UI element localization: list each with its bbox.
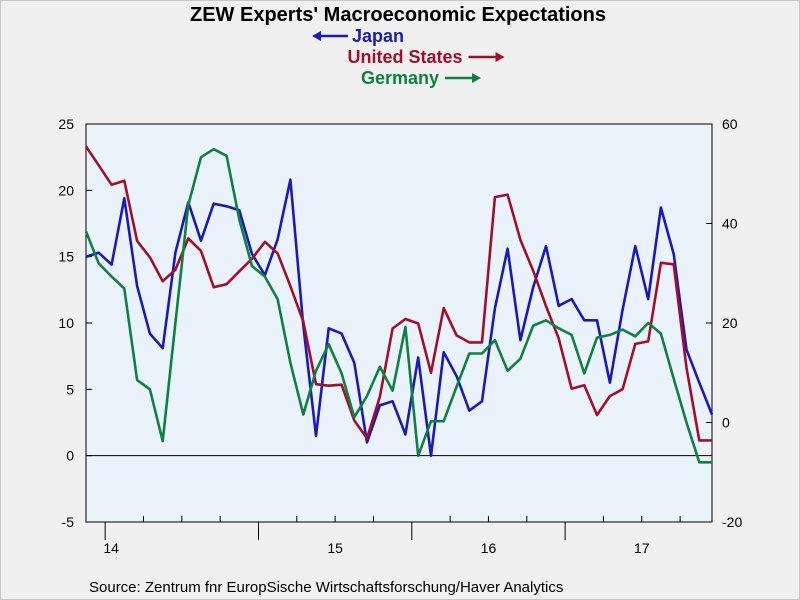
chart-title: ZEW Experts' Macroeconomic Expectations: [190, 4, 606, 26]
legend-arrowhead: [311, 31, 321, 41]
right-tick-label: 40: [722, 216, 738, 232]
left-tick-label: 5: [66, 381, 74, 397]
left-tick-label: 15: [58, 249, 74, 265]
legend-item-japan: Japan: [311, 26, 404, 46]
legend-label: United States: [347, 47, 462, 67]
left-tick-label: -5: [62, 514, 75, 530]
left-axis: 25 20 15 10 5 0 -5: [58, 116, 92, 530]
legend-arrowhead: [495, 52, 505, 62]
legend-label: Germany: [361, 68, 439, 88]
left-tick-label: 0: [66, 448, 74, 464]
right-axis: 60 40 20 0 -20: [706, 116, 742, 530]
legend-label: Japan: [352, 26, 404, 46]
series-line-japan: [85, 178, 714, 458]
right-tick-label: 60: [722, 116, 738, 132]
x-tick-label: 16: [481, 540, 497, 556]
x-tick-label: 15: [327, 540, 343, 556]
x-tick-label: 17: [634, 540, 650, 556]
left-tick-label: 10: [58, 315, 74, 331]
series-lines: [84, 145, 714, 464]
right-tick-label: 20: [722, 315, 738, 331]
x-axis: 14 15 16 17: [103, 516, 681, 556]
series-line-united-states: [84, 145, 712, 442]
series-line-germany: [84, 147, 712, 464]
left-tick-label: 25: [58, 116, 74, 132]
legend-item-united-states: United States: [347, 47, 505, 67]
legend-arrowhead: [472, 73, 482, 83]
legend-item-germany: Germany: [361, 68, 482, 88]
x-tick-label: 14: [103, 540, 119, 556]
right-tick-label: -20: [722, 514, 742, 530]
left-tick-label: 20: [58, 182, 74, 198]
right-tick-label: 0: [722, 415, 730, 431]
source-note: Source: Zentrum fnr EuropSische Wirtscha…: [89, 579, 563, 596]
